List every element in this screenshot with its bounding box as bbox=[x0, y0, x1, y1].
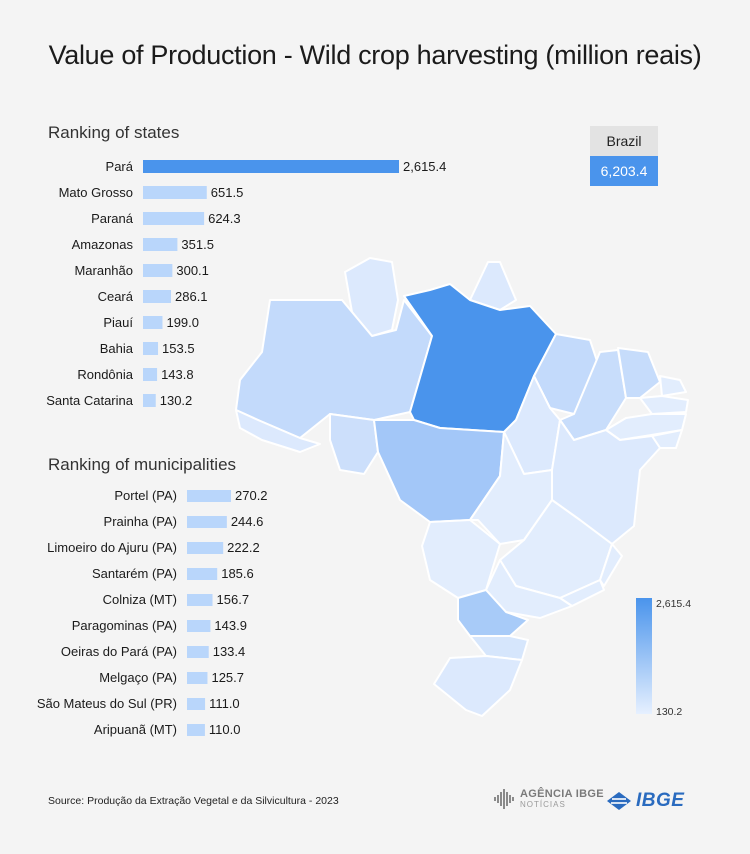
state-label: Maranhão bbox=[74, 263, 133, 278]
municipality-label: São Mateus do Sul (PR) bbox=[37, 696, 177, 711]
state-value-label: 2,615.4 bbox=[403, 159, 446, 174]
municipality-bar bbox=[187, 594, 213, 606]
municipalities-heading: Ranking of municipalities bbox=[48, 455, 237, 474]
brazil-total-label: Brazil bbox=[590, 126, 658, 156]
brazil-total-value: 6,203.4 bbox=[590, 156, 658, 186]
ibge-logo-icon bbox=[607, 792, 631, 810]
ibge-logo-text: IBGE bbox=[636, 790, 685, 811]
municipality-value-label: 156.7 bbox=[217, 592, 250, 607]
state-bar bbox=[143, 342, 159, 355]
municipality-label: Limoeiro do Ajuru (PA) bbox=[47, 540, 177, 555]
municipality-label: Prainha (PA) bbox=[104, 514, 177, 529]
municipality-label: Aripuanã (MT) bbox=[94, 722, 177, 737]
municipality-value-label: 133.4 bbox=[213, 644, 246, 659]
state-value-label: 130.2 bbox=[160, 393, 193, 408]
chart-title: Value of Production - Wild crop harvesti… bbox=[48, 40, 702, 70]
state-label: Ceará bbox=[98, 289, 134, 304]
state-value-label: 651.5 bbox=[211, 185, 244, 200]
municipality-bar bbox=[187, 620, 211, 632]
municipality-value-label: 185.6 bbox=[221, 566, 254, 581]
state-value-label: 199.0 bbox=[166, 315, 199, 330]
municipality-label: Portel (PA) bbox=[114, 488, 177, 503]
state-label: Piauí bbox=[103, 315, 133, 330]
legend-max-label: 2,615.4 bbox=[656, 598, 692, 610]
state-bar bbox=[143, 212, 205, 225]
municipality-bar bbox=[187, 698, 206, 710]
state-label: Santa Catarina bbox=[46, 393, 133, 408]
state-label: Amazonas bbox=[72, 237, 134, 252]
map-state-ce bbox=[617, 347, 661, 399]
state-bar bbox=[143, 264, 173, 277]
map-state-rn bbox=[659, 375, 687, 397]
municipality-bar bbox=[187, 490, 231, 502]
municipality-value-label: 110.0 bbox=[209, 722, 241, 737]
states-heading: Ranking of states bbox=[48, 123, 180, 142]
state-value-label: 153.5 bbox=[162, 341, 195, 356]
municipality-value-label: 244.6 bbox=[231, 514, 264, 529]
municipality-label: Paragominas (PA) bbox=[72, 618, 177, 633]
state-bar bbox=[143, 368, 158, 381]
state-bar bbox=[143, 290, 172, 303]
state-label: Pará bbox=[106, 159, 134, 174]
state-label: Paraná bbox=[91, 211, 134, 226]
municipality-bar bbox=[187, 568, 218, 580]
municipality-bar bbox=[187, 724, 205, 736]
state-value-label: 300.1 bbox=[176, 263, 209, 278]
municipality-value-label: 143.9 bbox=[214, 618, 247, 633]
source-note: Source: Produção da Extração Vegetal e d… bbox=[48, 795, 339, 807]
map-state-sc bbox=[469, 635, 529, 661]
map-state-go bbox=[469, 431, 553, 545]
municipality-label: Oeiras do Pará (PA) bbox=[61, 644, 177, 659]
municipality-value-label: 270.2 bbox=[235, 488, 268, 503]
color-scale-legend bbox=[636, 598, 652, 714]
state-value-label: 624.3 bbox=[208, 211, 241, 226]
state-bar bbox=[143, 394, 156, 407]
state-value-label: 143.8 bbox=[161, 367, 194, 382]
map-state-es bbox=[599, 543, 623, 587]
municipality-label: Santarém (PA) bbox=[92, 566, 177, 581]
municipality-bar bbox=[187, 672, 208, 684]
state-value-label: 286.1 bbox=[175, 289, 208, 304]
state-bar bbox=[143, 160, 399, 173]
state-bar bbox=[143, 316, 163, 329]
state-bar bbox=[143, 238, 178, 251]
brazil-total-box: Brazil 6,203.4 bbox=[590, 126, 658, 186]
agencia-ibge-logo: AGÊNCIA IBGE NOTÍCIAS bbox=[494, 789, 604, 809]
ibge-logo: IBGE bbox=[606, 790, 684, 812]
state-label: Bahia bbox=[100, 341, 134, 356]
state-label: Rondônia bbox=[77, 367, 133, 382]
municipality-value-label: 125.7 bbox=[211, 670, 244, 685]
state-label: Mato Grosso bbox=[59, 185, 133, 200]
map-state-ac bbox=[235, 409, 321, 453]
map-state-pb bbox=[639, 395, 689, 415]
municipality-label: Melgaço (PA) bbox=[99, 670, 177, 685]
legend-min-label: 130.2 bbox=[656, 706, 683, 718]
municipality-bar bbox=[187, 516, 227, 528]
municipality-label: Colniza (MT) bbox=[103, 592, 177, 607]
agencia-logo-line1: AGÊNCIA IBGE bbox=[520, 788, 604, 800]
agencia-logo-line2: NOTÍCIAS bbox=[520, 800, 566, 809]
state-bar bbox=[143, 186, 207, 199]
municipality-bar bbox=[187, 646, 209, 658]
municipality-value-label: 111.0 bbox=[209, 696, 240, 711]
municipality-bar bbox=[187, 542, 224, 554]
state-value-label: 351.5 bbox=[181, 237, 214, 252]
map-state-pr bbox=[457, 589, 529, 637]
agencia-logo-icon bbox=[494, 789, 514, 809]
map-state-rs bbox=[433, 655, 523, 717]
municipality-value-label: 222.2 bbox=[227, 540, 260, 555]
